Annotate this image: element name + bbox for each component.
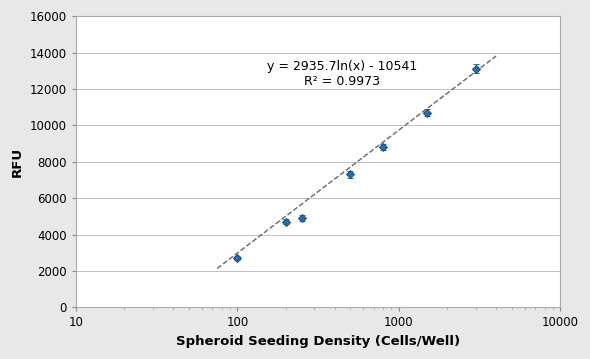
Text: y = 2935.7ln(x) - 10541
R² = 0.9973: y = 2935.7ln(x) - 10541 R² = 0.9973	[267, 60, 418, 88]
Y-axis label: RFU: RFU	[11, 146, 24, 177]
X-axis label: Spheroid Seeding Density (Cells/Well): Spheroid Seeding Density (Cells/Well)	[176, 335, 460, 348]
